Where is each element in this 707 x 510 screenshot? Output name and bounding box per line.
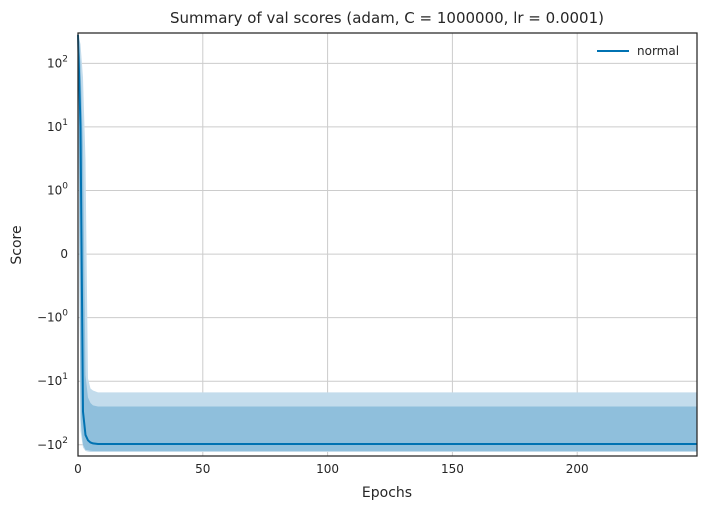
- legend: normal: [597, 44, 679, 58]
- y-tick-labels: 102 101 100 0 −100 −101 −102: [37, 54, 68, 451]
- x-tick-label-100: 100: [316, 462, 339, 476]
- series-line-normal: [77, 34, 697, 445]
- x-tick-label-50: 50: [195, 462, 210, 476]
- y-tick-label-1: 101: [47, 118, 68, 134]
- series-lines: [77, 34, 697, 445]
- plot-frame: [77, 32, 698, 457]
- y-tick-label-6: −102: [37, 436, 68, 452]
- x-tick-label-150: 150: [441, 462, 464, 476]
- x-tick-labels: 0 50 100 150 200: [74, 462, 588, 476]
- y-tick-label-2: 100: [47, 181, 68, 197]
- legend-label-normal: normal: [637, 44, 679, 58]
- y-tick-label-4: −100: [37, 309, 68, 325]
- y-tick-label-0: 102: [47, 54, 68, 70]
- y-tick-label-3: 0: [60, 247, 68, 261]
- band-inner-normal: [78, 33, 697, 451]
- x-axis-label: Epochs: [362, 485, 412, 501]
- x-tick-label-200: 200: [566, 462, 589, 476]
- x-tick-label-0: 0: [74, 462, 82, 476]
- y-tick-label-5: −101: [37, 372, 68, 388]
- confidence-bands: [78, 33, 697, 453]
- y-axis-label: Score: [9, 225, 25, 264]
- chart-title: Summary of val scores (adam, C = 1000000…: [170, 9, 604, 27]
- grid: [77, 33, 697, 456]
